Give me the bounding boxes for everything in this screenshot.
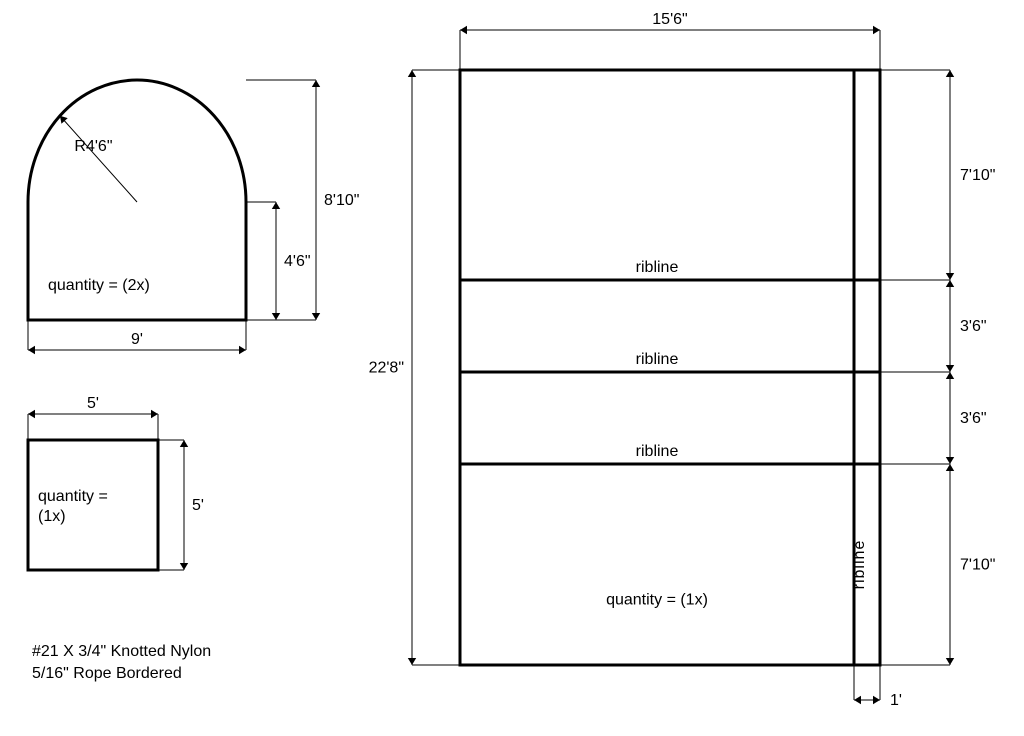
main-quantity-label: quantity = (1x) — [606, 592, 708, 609]
right-seg-dim-3: 7'10" — [960, 557, 995, 574]
svg-text:5': 5' — [87, 395, 99, 412]
right-seg-dim-1: 3'6" — [960, 318, 987, 335]
arch-radius-label: R4'6" — [74, 138, 112, 155]
square-shape — [28, 440, 158, 570]
svg-text:4'6": 4'6" — [284, 253, 311, 270]
svg-text:9': 9' — [131, 331, 143, 348]
svg-text:15'6": 15'6" — [652, 11, 687, 28]
svg-text:22'8": 22'8" — [369, 360, 404, 377]
svg-text:8'10": 8'10" — [324, 192, 359, 209]
vertical-ribline-label: ribline — [851, 540, 868, 590]
ribline-label-1: ribline — [636, 351, 679, 368]
square-qty-line2: (1x) — [38, 508, 66, 525]
ribline-label-2: ribline — [636, 443, 679, 460]
note-line2: 5/16" Rope Bordered — [32, 665, 182, 682]
square-qty-line1: quantity = — [38, 488, 108, 505]
arch-quantity-label: quantity = (2x) — [48, 277, 150, 294]
ribline-label-0: ribline — [636, 259, 679, 276]
note-line1: #21 X 3/4" Knotted Nylon — [32, 643, 211, 660]
svg-text:5': 5' — [192, 497, 204, 514]
right-seg-dim-2: 3'6" — [960, 410, 987, 427]
vline-offset-dim: 1' — [890, 692, 902, 709]
right-seg-dim-0: 7'10" — [960, 167, 995, 184]
